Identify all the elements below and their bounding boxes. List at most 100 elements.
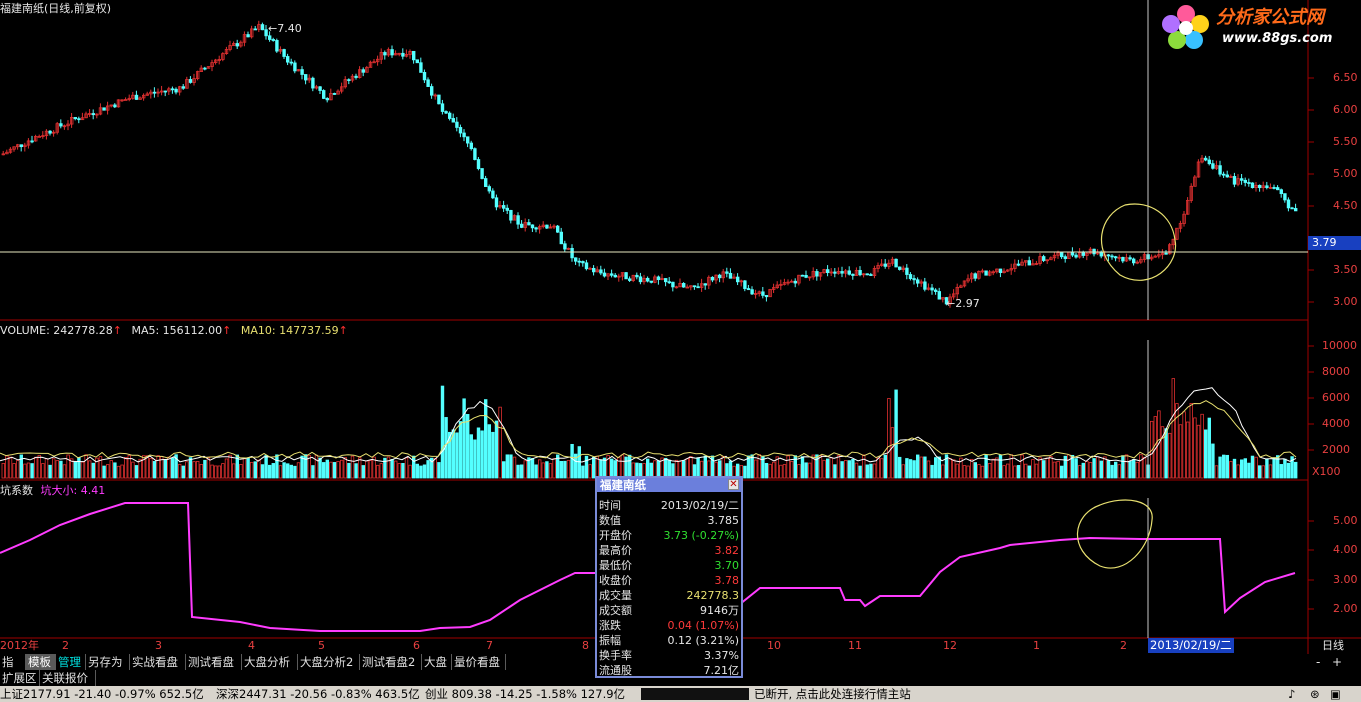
candle-body [1009,268,1013,271]
volume-bar [1178,424,1183,479]
candle-body [613,274,617,278]
candle-body [1031,263,1035,266]
candle-body [476,159,481,169]
extension-tab-bar: 扩展区 关联报价 [0,670,1361,686]
candle-body [152,91,157,94]
zoom-out-button[interactable]: - [1316,655,1321,669]
candle-body [624,272,628,280]
status-sh[interactable]: 上证2177.91 -21.40 -0.97% 652.5亿 [0,687,204,701]
volume-bar [149,457,153,479]
candle-body [973,273,977,279]
zoom-in-button[interactable]: + [1332,655,1343,669]
volume-bar [325,459,329,479]
candle-body [908,274,913,279]
candle-body [343,79,347,88]
ext-tab-0[interactable]: 扩展区 [0,670,40,686]
candle-body [66,123,70,127]
volume-bar [1081,462,1085,479]
candle-body [1207,159,1211,165]
candle-body [368,61,373,68]
candle-body [977,270,981,279]
candle-body [44,130,49,137]
volume-bar [1240,459,1244,479]
candle-body [876,265,880,269]
candle-body [447,112,452,119]
candle-body [1042,256,1046,261]
candle-body [883,263,887,267]
volume-bar [995,457,999,479]
candle-body [199,67,203,72]
ext-tab-1[interactable]: 关联报价 [40,670,96,686]
tab-6[interactable]: 大盘分析 [242,654,298,670]
volume-bar [1294,461,1298,479]
candle-body [429,86,434,96]
candle-body [1153,255,1157,258]
candle-body [124,99,128,101]
candle-body [664,278,668,283]
candle-body [159,90,164,93]
candle-body [1283,193,1287,201]
price-axis-label: 6.00 [1333,103,1358,116]
volume-bar [41,463,45,479]
volume-bar [332,462,337,479]
candle-body [1247,182,1251,184]
volume-bar [469,434,473,479]
candle-body [145,93,149,96]
candle-body [1,153,5,156]
candle-body [660,278,664,280]
volume-bar [818,455,823,479]
close-icon[interactable]: ✕ [728,479,739,490]
volume-bar [458,421,463,479]
data-popup[interactable]: 福建南纸 ✕ 时间 2013/02/19/二 数值 3.785 开盘价 3.73 (-0.2… [595,476,743,678]
volume-bar [1160,426,1165,479]
popup-title[interactable]: 福建南纸 ✕ [597,478,741,492]
candle-body [588,267,592,270]
volume-bar [808,462,812,479]
candle-body [426,79,430,87]
tab-1[interactable]: 模板 [26,654,56,670]
tab-5[interactable]: 测试看盘 [186,654,242,670]
volume-bar [523,460,527,479]
tab-3[interactable]: 另存为 [86,654,130,670]
volume-bar [1016,465,1021,479]
volume-bar [772,461,776,479]
tab-4[interactable]: 实战看盘 [130,654,186,670]
volume-bar [901,464,905,479]
volume-bar [797,464,801,479]
tab-0[interactable]: 指标 [0,654,26,685]
volume-bar [120,464,124,479]
site-logo[interactable]: 分析家公式网 www.88gs.com [1160,4,1360,54]
candle-body [116,99,121,108]
status-cy[interactable]: 创业 809.38 -14.25 -1.58% 127.9亿 [425,687,626,701]
candle-body [566,247,571,250]
volume-bar [138,458,142,479]
candle-body [768,289,772,298]
volume-bar [235,454,239,479]
candle-body [570,247,574,259]
candle-body [181,86,185,89]
status-sz[interactable]: 深深2447.31 -20.56 -0.83% 463.5亿 [216,687,420,701]
tab-2[interactable]: 管理 [56,654,86,670]
candle-body [1088,248,1093,254]
candle-body [455,121,459,128]
status-message[interactable]: 已断开, 点击此处连接行情主站 [754,687,911,701]
tab-9[interactable]: 大盘 [422,654,452,670]
candle-body [696,286,700,289]
candle-body [332,93,337,95]
period-label[interactable]: 日线 [1322,639,1344,652]
volume-bar [991,458,995,479]
tab-8[interactable]: 测试看盘2 [360,654,422,670]
candle-body [264,29,268,37]
month-label: 2 [62,639,69,652]
candle-body [206,66,211,69]
tab-7[interactable]: 大盘分析2 [298,654,360,670]
tab-10[interactable]: 量价看盘 [452,654,506,670]
volume-bar [77,457,81,479]
candle-body [628,278,632,281]
volume-bar [948,458,952,479]
volume-bar [91,462,95,479]
volume-bar [303,454,308,479]
candle-body [224,49,229,55]
candle-body [15,144,20,148]
